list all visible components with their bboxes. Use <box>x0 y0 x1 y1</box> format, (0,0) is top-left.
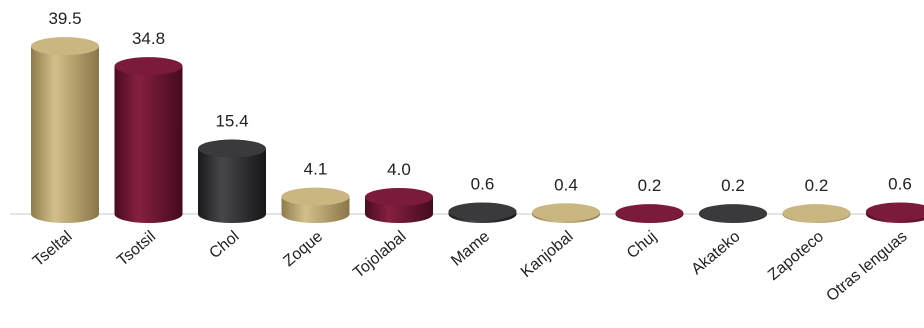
bar-zoque <box>281 187 350 223</box>
value-label: 39.5 <box>48 9 81 28</box>
bar-top <box>699 204 767 223</box>
bar-mame <box>448 202 517 223</box>
bar-chol <box>198 139 266 223</box>
bar-top <box>365 188 433 206</box>
value-label: 4.0 <box>387 160 411 179</box>
bar-akateko <box>699 204 767 223</box>
value-label: 0.6 <box>471 174 495 193</box>
bar-body <box>31 46 99 223</box>
x-tick-label: Tseltal <box>30 228 76 270</box>
bar-top <box>615 204 684 223</box>
x-tick-label: Tsotsil <box>114 228 159 270</box>
bar-top <box>532 203 600 222</box>
bar-zapoteco <box>782 204 851 223</box>
bar-tsotsil <box>114 57 183 223</box>
value-label: 34.8 <box>132 29 165 48</box>
bar-top <box>782 204 851 223</box>
bar-tseltal <box>31 37 99 223</box>
bar-top <box>31 37 99 56</box>
value-label: 0.4 <box>554 175 578 194</box>
bar-chuj <box>615 204 684 223</box>
value-label: 0.6 <box>888 174 912 193</box>
x-tick-label: Chuj <box>624 228 660 262</box>
bar-top <box>866 202 924 221</box>
bar-tojolabal <box>365 188 433 223</box>
bar-kanjobal <box>532 203 600 223</box>
x-tick-label: Chol <box>206 228 242 262</box>
bar-top <box>281 187 350 206</box>
x-tick-label: Mame <box>448 228 493 270</box>
x-tick-label: Otras lenguas <box>823 228 910 305</box>
value-label: 15.4 <box>215 112 248 131</box>
value-label: 0.2 <box>805 176 829 195</box>
x-tick-label: Zoque <box>280 228 326 270</box>
bar-otras-lenguas <box>866 202 924 223</box>
value-labels-group: 39.5 34.8 15.4 4.1 4.0 0.6 0.4 0.2 0.2 0.2 0.6 <box>48 9 911 195</box>
bar-top <box>198 139 266 158</box>
x-tick-label: Akateko <box>688 228 743 278</box>
value-label: 4.1 <box>304 160 328 179</box>
value-label: 0.2 <box>638 176 662 195</box>
x-tick-label: Kanjobal <box>518 228 577 281</box>
bar-body <box>198 148 266 223</box>
bar-body <box>114 66 183 223</box>
x-tick-label: Zapoteco <box>765 228 827 284</box>
bars-group <box>31 37 924 223</box>
bar-top <box>114 57 183 76</box>
x-tick-label: Tojolabal <box>350 228 409 282</box>
bar-top <box>448 202 517 221</box>
value-label: 0.2 <box>721 176 745 195</box>
x-tick-labels-group: Tseltal Tsotsil Chol Zoque Tojolabal Mame Kanj… <box>30 228 911 305</box>
